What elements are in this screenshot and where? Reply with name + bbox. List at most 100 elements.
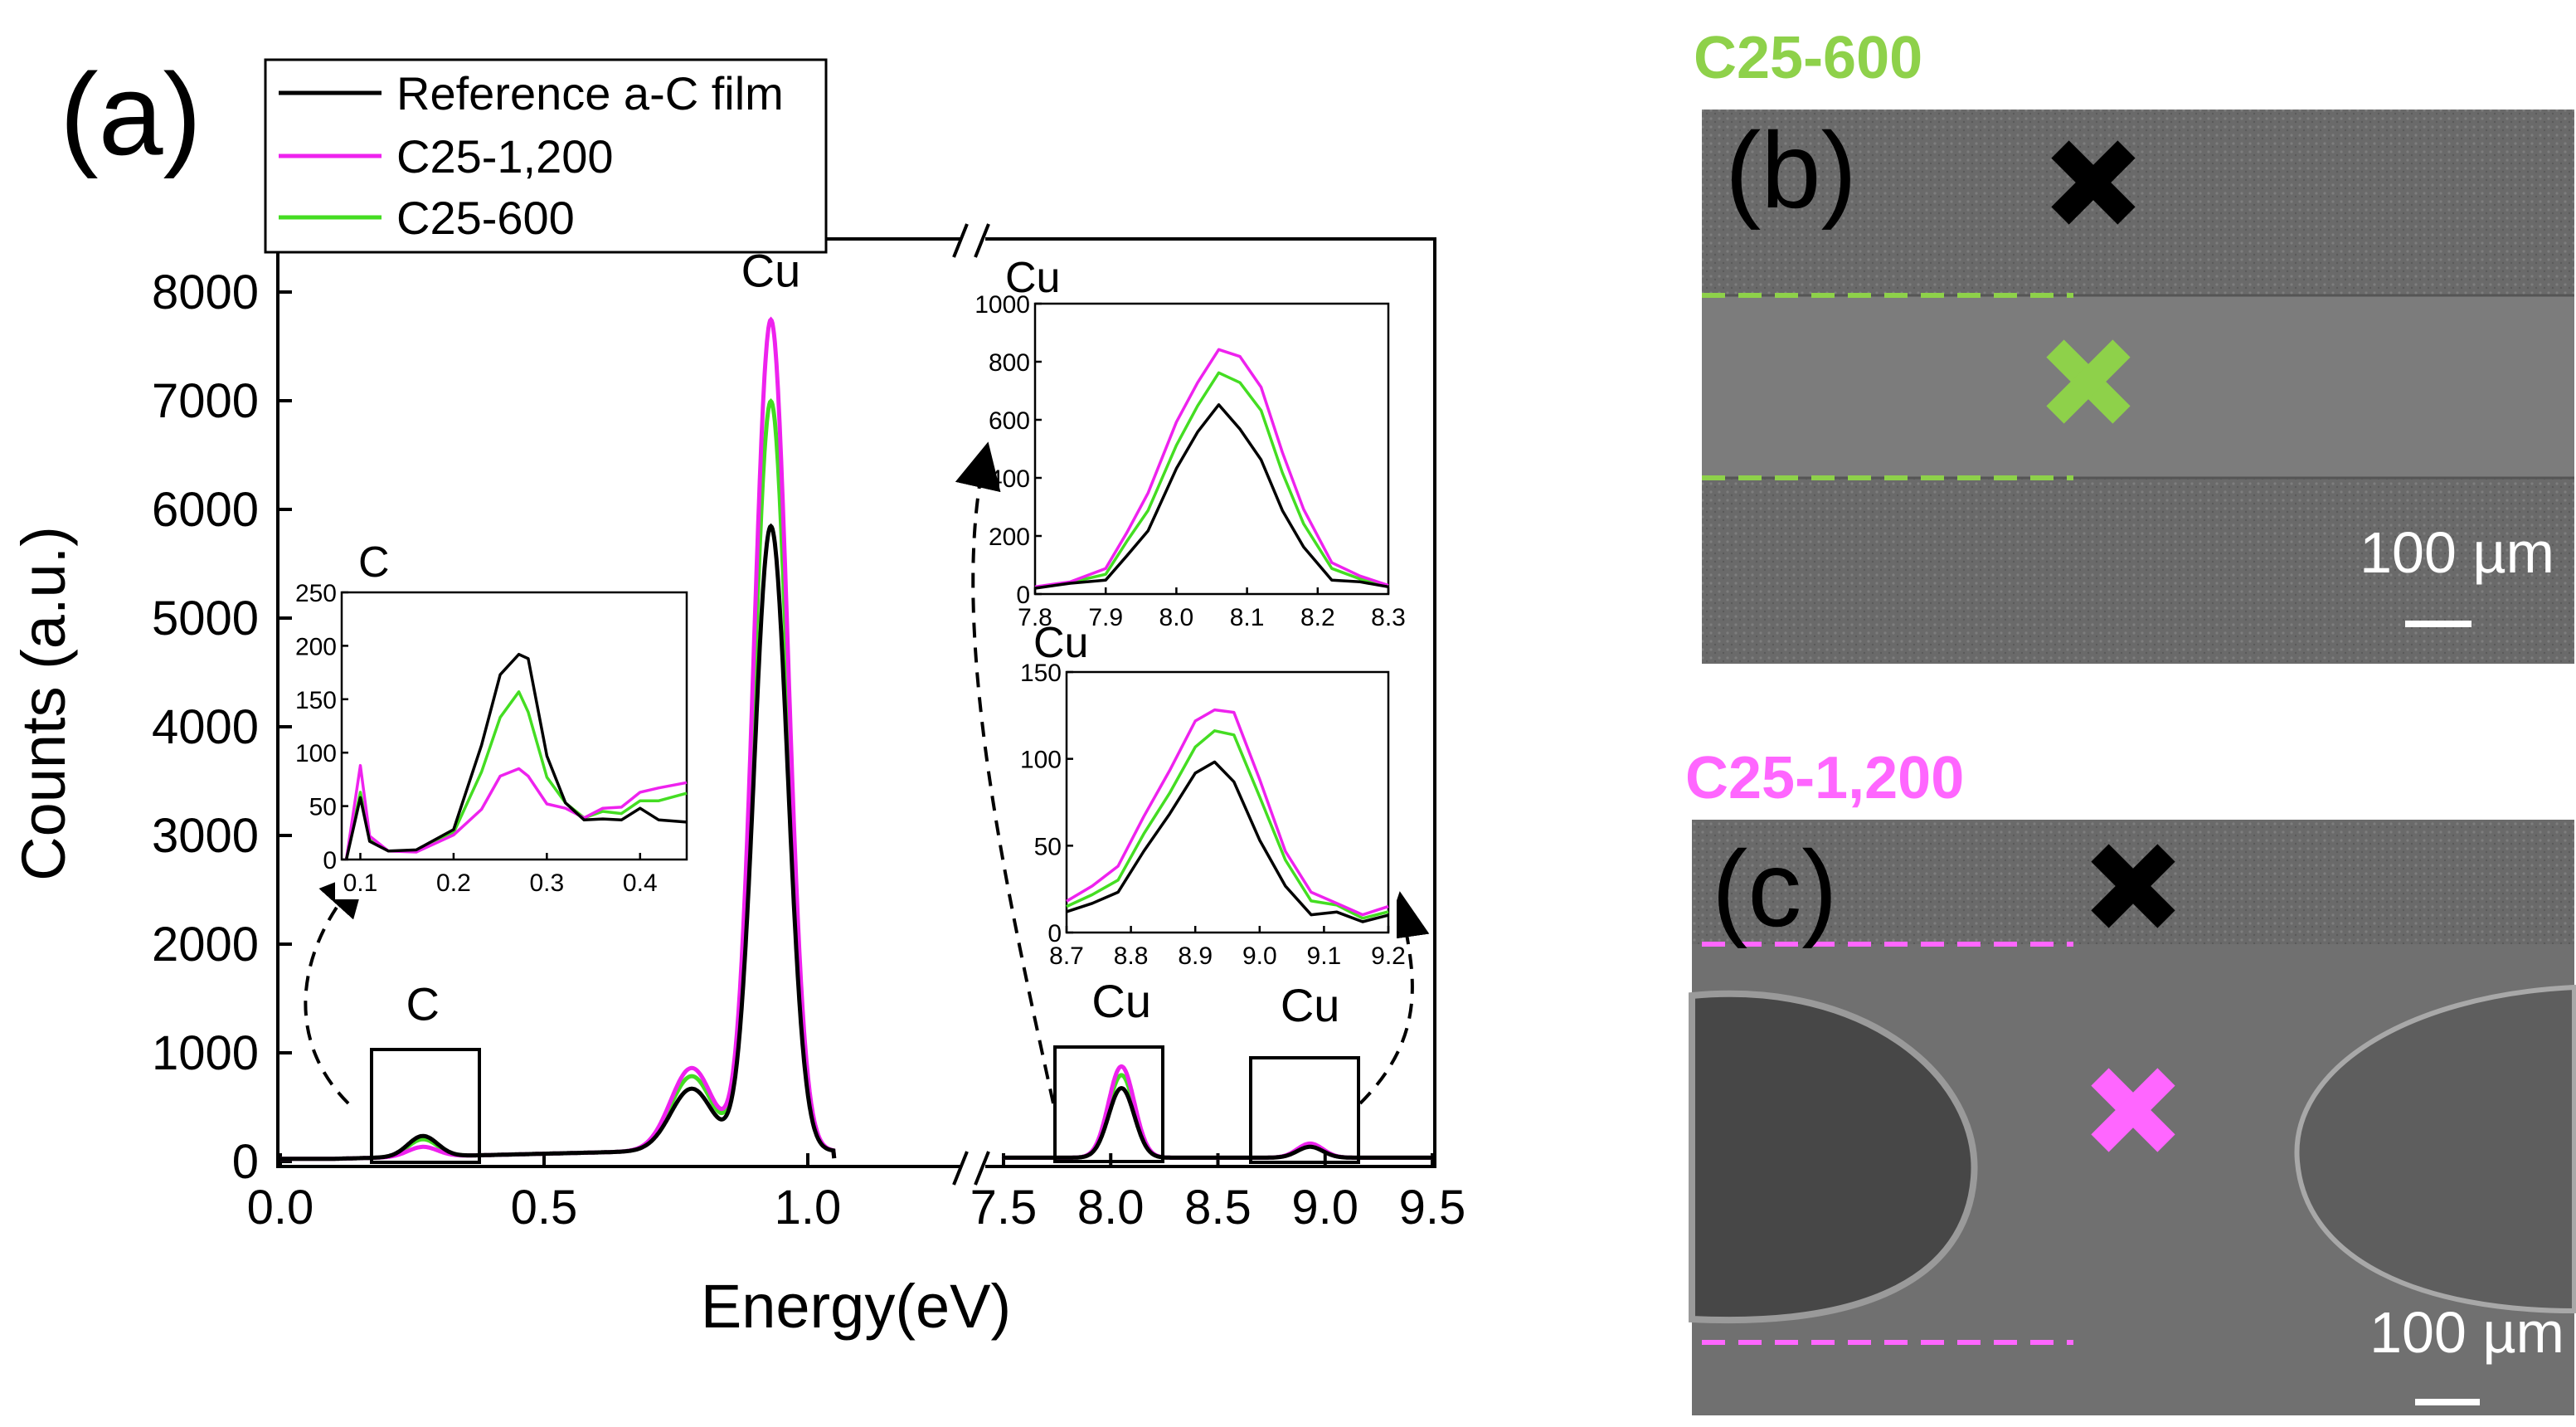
legend: Reference a-C film C25-1,200 C25-600 [264, 58, 828, 254]
sem-b-title: C25-600 [1694, 25, 1922, 91]
arrow-to-cu9-inset [1358, 891, 1430, 1105]
inset-title: Cu [1005, 254, 1060, 302]
x-tick-label: 7.5 [970, 1181, 1038, 1235]
arrow-to-cu8-inset [955, 441, 1055, 1104]
inset-x-tick-label: 0.3 [529, 869, 564, 897]
inset-x-tick-label: 8.3 [1371, 604, 1406, 631]
inset-y-tick-label: 1000 [975, 291, 1030, 319]
x-axis-title: Energy(eV) [701, 1272, 1011, 1341]
inset-x-tick-label: 8.0 [1159, 604, 1194, 631]
x-tick-label: 9.5 [1399, 1181, 1466, 1235]
inset-y-tick-label: 400 [989, 465, 1030, 493]
inset-cu-9: Cu 0 50 100 150 8.7 8.8 8.9 9.0 9.1 9.2 [1020, 619, 1406, 972]
arrow-to-c-inset [304, 869, 367, 1105]
x-tick-label: 9.0 [1291, 1181, 1358, 1235]
legend-label-c25-600: C25-600 [396, 192, 575, 244]
inset-x-tick-label: 0.2 [436, 869, 471, 897]
inset-series-line-reference-a-c-film [1034, 403, 1389, 590]
x-tick-label: 8.0 [1077, 1181, 1145, 1235]
inset-x-tick-label: 9.0 [1242, 942, 1277, 970]
inset-x-tick-label: 8.9 [1178, 942, 1213, 970]
zoom-box-c [370, 1048, 481, 1164]
inset-frame [1033, 302, 1390, 596]
y-tick-label: 7000 [152, 374, 259, 428]
inset-y-tick-label: 0 [1016, 582, 1030, 609]
inset-y-tick-label: 800 [989, 349, 1030, 377]
y-axis: 0 1000 2000 3000 4000 5000 6000 7000 8000 [152, 265, 292, 1189]
plot-frame [276, 237, 1436, 1168]
series-line-c25-1-200 [1001, 1064, 1432, 1160]
inset-y-tick-label: 100 [1020, 747, 1062, 774]
panel-label-a: (a) [60, 49, 202, 179]
inset-x-tick-label: 8.2 [1300, 604, 1335, 631]
inset-x-tick-label: 8.1 [1230, 604, 1265, 631]
inset-title: C [358, 538, 390, 587]
y-tick-label: 5000 [152, 592, 259, 645]
x-tick-label: 1.0 [775, 1181, 842, 1235]
y-axis-title: Counts (a.u.) [9, 526, 78, 881]
axis-break-bottom [952, 1151, 990, 1186]
panel-label-c: (c) [1712, 828, 1838, 949]
zoom-box-cu-9 [1249, 1056, 1360, 1164]
inset-frame [1065, 670, 1390, 934]
y-tick-label: 6000 [152, 483, 259, 537]
inset-series-line-reference-a-c-film [1066, 760, 1389, 923]
inset-x-tick-label: 9.2 [1371, 942, 1406, 970]
sem-panel-b: C25-600 (b) 100 µm [1694, 25, 2574, 664]
inset-series-line-c25-600 [1066, 729, 1389, 920]
legend-label-c25-1200: C25-1,200 [396, 130, 614, 183]
inset-series-line-c25-1-200 [1034, 348, 1389, 589]
inset-x-tick-label: 0.4 [623, 869, 658, 897]
series-line-c25-600 [1001, 1073, 1432, 1160]
inset-y-tick-label: 100 [295, 740, 337, 767]
sem-c-scale-label: 100 µm [2369, 1300, 2564, 1365]
inset-x-tick-label: 8.8 [1114, 942, 1149, 970]
cross-mark-black-b [2051, 140, 2136, 225]
inset-background [1060, 664, 1397, 972]
y-tick-label: 3000 [152, 809, 259, 863]
inset-x-tick-label: 0.1 [343, 869, 378, 897]
inset-y-tick-label: 0 [323, 847, 337, 874]
panel-label-b: (b) [1725, 110, 1857, 231]
y-tick-label: 1000 [152, 1026, 259, 1080]
y-tick-label: 2000 [152, 918, 259, 972]
sem-c-title: C25-1,200 [1685, 745, 1964, 811]
inset-y-tick-label: 150 [1020, 660, 1062, 687]
legend-label-reference: Reference a-C film [396, 67, 784, 119]
inset-series-line-c25-1-200 [1066, 708, 1389, 917]
peak-label: C [406, 978, 439, 1030]
zoom-box-cu-8 [1053, 1045, 1164, 1163]
x-axis: 0.0 0.5 1.0 7.5 8.0 8.5 9.0 9.5 [247, 1153, 1466, 1235]
inset-y-tick-label: 250 [295, 580, 337, 607]
inset-title: Cu [1033, 619, 1088, 667]
sem-b-scale-label: 100 µm [2360, 520, 2554, 585]
inset-series-line-reference-a-c-film [344, 652, 688, 860]
peak-label: Cu [1281, 979, 1340, 1031]
cross-mark-black-c [2091, 844, 2175, 928]
inset-x-tick-label: 7.9 [1088, 604, 1123, 631]
peak-label: Cu [1091, 975, 1151, 1027]
series-line-reference-a-c-film [1001, 1086, 1432, 1160]
cross-mark-green-b [2046, 339, 2131, 424]
inset-y-tick-label: 150 [295, 687, 337, 714]
inset-cu-8: Cu 0 200 400 600 800 1000 7.8 7.9 8.0 8.1 8.2 8.3 [975, 254, 1406, 634]
inset-x-tick-label: 8.7 [1049, 942, 1084, 970]
inset-y-tick-label: 600 [989, 407, 1030, 435]
inset-series-line-c25-600 [1034, 371, 1389, 590]
y-tick-label: 0 [232, 1135, 259, 1189]
axis-break-top [952, 223, 990, 258]
inset-y-tick-label: 0 [1047, 920, 1062, 947]
y-tick-label: 4000 [152, 700, 259, 754]
inset-y-tick-label: 200 [989, 524, 1030, 551]
x-tick-label: 0.0 [247, 1181, 314, 1235]
cross-mark-pink-c [2091, 1068, 2175, 1152]
x-tick-label: 8.5 [1184, 1181, 1252, 1235]
inset-y-tick-label: 50 [1034, 833, 1062, 860]
inset-y-tick-label: 200 [295, 633, 337, 660]
sem-panel-c: C25-1,200 (c) 100 µm [1685, 745, 2576, 1415]
inset-frame [340, 591, 688, 861]
y-tick-label: 8000 [152, 265, 259, 319]
inset-c: C 0 50 100 150 200 250 0.1 0.2 0.3 0.4 [295, 538, 695, 899]
inset-y-tick-label: 50 [309, 794, 337, 821]
